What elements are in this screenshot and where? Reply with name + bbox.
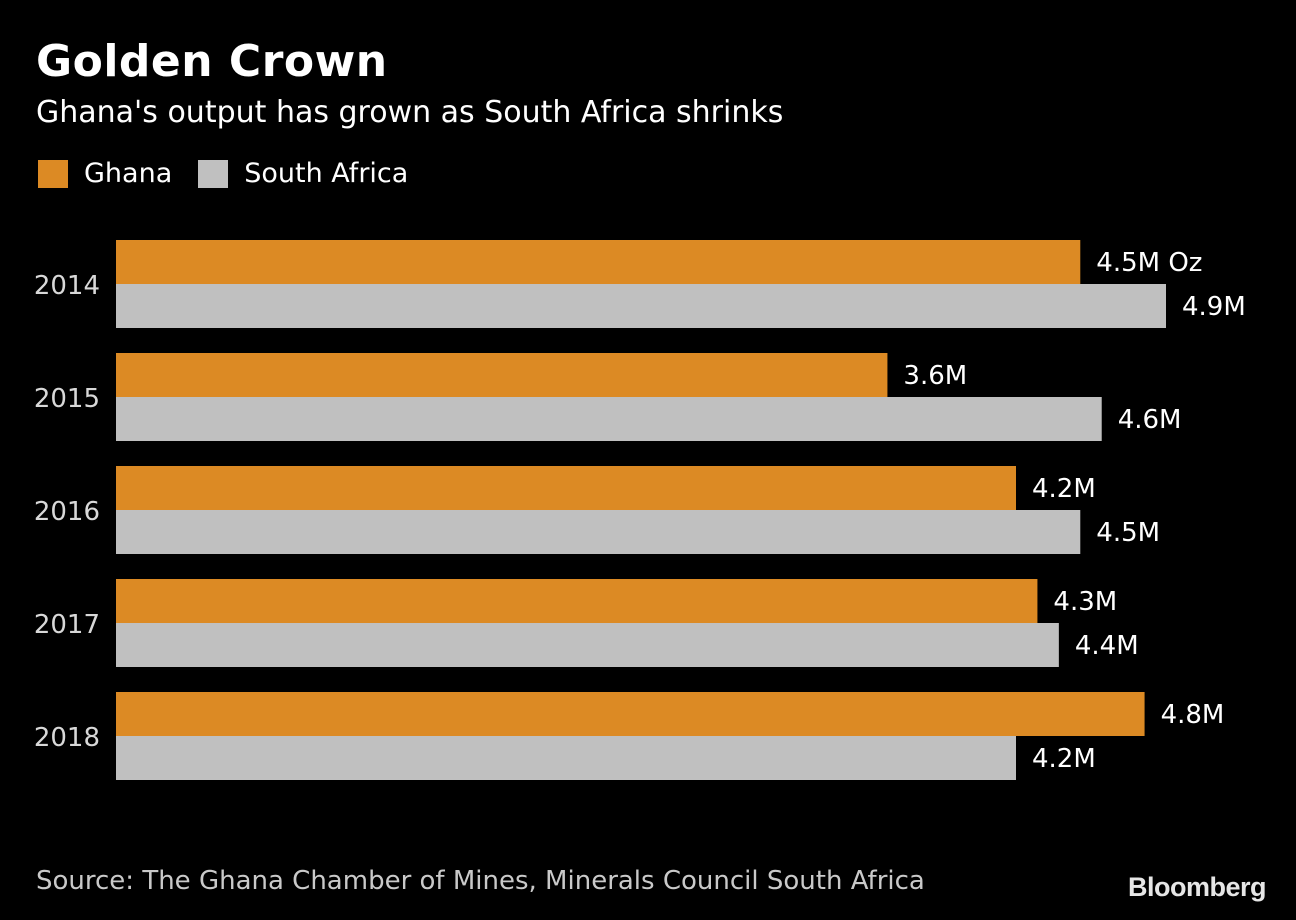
bar-south-africa-2017 (116, 623, 1059, 667)
bar-ghana-2017 (116, 579, 1038, 623)
bar-south-africa-2018 (116, 736, 1016, 780)
legend-item-ghana: Ghana (38, 158, 172, 189)
data-label-ghana-2016: 4.2M (1032, 474, 1096, 504)
bar-ghana-2016 (116, 466, 1016, 510)
data-label-ghana-2014: 4.5M Oz (1096, 248, 1202, 278)
legend-label-south-africa: South Africa (244, 158, 409, 189)
category-label-2014: 2014 (34, 271, 100, 301)
chart-subtitle: Ghana's output has grown as South Africa… (36, 95, 784, 130)
data-label-south-africa-2014: 4.9M (1182, 292, 1246, 322)
category-label-2016: 2016 (34, 497, 100, 527)
legend-label-ghana: Ghana (84, 158, 173, 189)
bar-ghana-2015 (116, 353, 888, 397)
category-label-2018: 2018 (34, 723, 100, 753)
bar-south-africa-2014 (116, 284, 1166, 328)
bar-south-africa-2015 (116, 397, 1102, 441)
source-note: Source: The Ghana Chamber of Mines, Mine… (36, 866, 925, 896)
legend-swatch-ghana (38, 159, 68, 188)
data-label-ghana-2015: 3.6M (903, 361, 967, 391)
data-label-south-africa-2015: 4.6M (1118, 405, 1182, 435)
legend: Ghana South Africa (38, 158, 434, 189)
bar-ghana-2018 (116, 692, 1145, 736)
bar-south-africa-2016 (116, 510, 1081, 554)
bar-ghana-2014 (116, 240, 1081, 284)
data-label-ghana-2018: 4.8M (1161, 700, 1225, 730)
legend-swatch-south-africa (198, 159, 229, 188)
chart-title: Golden Crown (36, 36, 388, 87)
data-label-south-africa-2016: 4.5M (1096, 518, 1160, 548)
legend-item-south-africa: South Africa (198, 158, 408, 189)
bloomberg-logo: Bloomberg (1128, 872, 1267, 902)
category-label-2017: 2017 (34, 610, 100, 640)
data-label-ghana-2017: 4.3M (1053, 587, 1117, 617)
data-label-south-africa-2017: 4.4M (1075, 631, 1139, 661)
category-label-2015: 2015 (34, 384, 100, 414)
data-label-south-africa-2018: 4.2M (1032, 744, 1096, 774)
